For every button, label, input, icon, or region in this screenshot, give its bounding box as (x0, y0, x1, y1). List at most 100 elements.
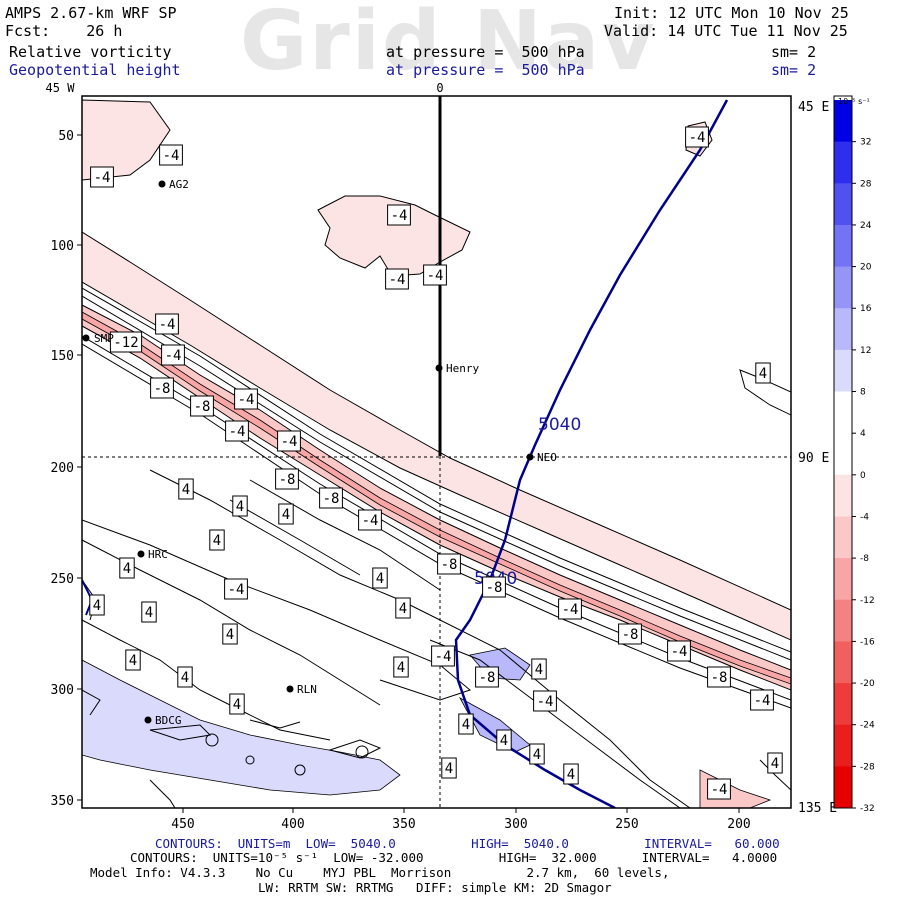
contour-label-value: 4 (93, 598, 101, 614)
lon-label-45w: 45 W (46, 81, 76, 95)
station-marker (435, 364, 443, 372)
contour-label-value: 4 (213, 533, 221, 549)
y-tick-label: 200 (51, 461, 74, 476)
contour-label-value: 4 (567, 767, 575, 783)
contour-label-box (109, 331, 143, 353)
contour-label-box (372, 567, 388, 589)
station-marker (144, 716, 152, 724)
contour-label-box (89, 594, 105, 616)
contour-label-value: -4 (711, 782, 728, 798)
colorbar-swatch (834, 100, 852, 143)
contour-label-value: -8 (154, 381, 171, 397)
colorbar-swatch (834, 683, 852, 726)
contour-label-value: -8 (323, 491, 340, 507)
neg-vort-band-outer (82, 231, 791, 641)
contour-label-value: 4 (226, 627, 234, 643)
contour-label-box (618, 623, 642, 645)
contour-label-box (563, 763, 579, 785)
contour-label-value: -8 (486, 580, 503, 596)
lon-label-135e: 135 E (798, 801, 837, 816)
contour-label-value: -8 (479, 670, 496, 686)
contour-label-value: 4 (445, 761, 453, 777)
colorbar-unit: 10⁻⁵ s⁻¹ (838, 97, 870, 106)
y-tick-label: 50 (58, 129, 74, 144)
contour-label-box (225, 420, 249, 442)
contour-label-box (358, 509, 382, 531)
colorbar-label: 16 (860, 304, 872, 314)
colorbar: 32 28 24 20 16 12 8 4 0 -4 -8 -12 -16 -20 -24 -28 -32 (834, 100, 875, 814)
station-marker (82, 334, 90, 342)
contour-label-value: -4 (754, 693, 771, 709)
station-label: HRC (148, 548, 168, 561)
contour-label-box (750, 689, 774, 711)
contour-label-box (707, 666, 731, 688)
contour-label-value: 4 (500, 733, 508, 749)
pos-vort-area (82, 659, 401, 796)
contour-label-value: -4 (163, 148, 180, 164)
contour-label-value: 4 (145, 605, 153, 621)
contour-label-box (531, 658, 547, 680)
contour-label-box (529, 743, 545, 765)
contour-label-box (458, 713, 474, 735)
field2-smoothing: sm= 2 (771, 61, 817, 79)
model-physics: LW: RRTM SW: RRTMG DIFF: simple KM: 2D S… (258, 880, 612, 895)
contour-label-value: -8 (441, 557, 458, 573)
x-tick-label: 450 (171, 817, 194, 832)
field2-level: at pressure = 500 hPa (386, 61, 585, 79)
colorbar-label: -24 (860, 721, 875, 731)
contour-label-box (150, 377, 174, 399)
contour-label-value: 4 (123, 561, 131, 577)
colorbar-swatch (834, 266, 852, 309)
model-title: AMPS 2.67-km WRF SP (5, 4, 177, 22)
colorbar-swatch (834, 474, 852, 517)
y-tick-label: 300 (51, 683, 74, 698)
lon-label-0: 0 (436, 81, 443, 95)
contour-label-box (277, 430, 301, 452)
contour-label-value: -4 (281, 434, 298, 450)
contour-label-value: -4 (94, 170, 111, 186)
lon-label-45e: 45 E (798, 100, 829, 115)
contour-label-box (437, 553, 461, 575)
colorbar-swatch (834, 224, 852, 268)
colorbar-label: 8 (860, 388, 866, 398)
contour-label-box (387, 204, 411, 226)
contour-label-value: 4 (397, 660, 405, 676)
colorbar-label: -8 (860, 554, 869, 564)
gridnav-watermark: Grid Nav (240, 0, 657, 89)
station-label: NEO (537, 451, 557, 464)
contour-label-box (155, 313, 179, 335)
contour-label-box (393, 656, 409, 678)
station-marker (286, 685, 294, 693)
height-contour-info: CONTOURS: UNITS=m LOW= 5040.0 HIGH= 5040… (155, 836, 780, 851)
contour-label-box (667, 640, 691, 662)
colorbar-swatch (834, 183, 852, 226)
contour-label-box (395, 597, 411, 619)
colorbar-swatch (834, 516, 852, 559)
contour-label-box (229, 693, 245, 715)
vorticity-contour-info: CONTOURS: UNITS=10⁻⁵ s⁻¹ LOW= -32.000 HI… (130, 850, 778, 865)
forecast-hour: Fcst: 26 h (5, 22, 123, 40)
contour-label-value: 4 (759, 366, 767, 382)
contour-label-value: -4 (689, 130, 706, 146)
colorbar-swatch (834, 766, 852, 809)
colorbar-label: -20 (860, 679, 875, 689)
colorbar-label: -28 (860, 762, 875, 772)
x-tick-label: 200 (727, 817, 750, 832)
contour-label-box (496, 729, 512, 751)
x-tick-label: 300 (504, 817, 527, 832)
contour-label-value: 4 (181, 670, 189, 686)
y-tick-label: 350 (51, 794, 74, 809)
contour-label-value: -4 (165, 348, 182, 364)
field2-name: Geopotential height (9, 61, 181, 79)
contour-label-value: 4 (533, 747, 541, 763)
colorbar-swatch (834, 141, 852, 184)
contour-label-box (125, 649, 141, 671)
contour-label-value: -4 (391, 208, 408, 224)
contour-label-box (177, 666, 193, 688)
contour-label-box (533, 690, 557, 712)
contour-label-box (319, 487, 343, 509)
contour-label-box (441, 757, 457, 779)
contour-label-box (423, 264, 447, 286)
contour-label-value: 4 (462, 717, 470, 733)
contour-label-box (475, 666, 499, 688)
